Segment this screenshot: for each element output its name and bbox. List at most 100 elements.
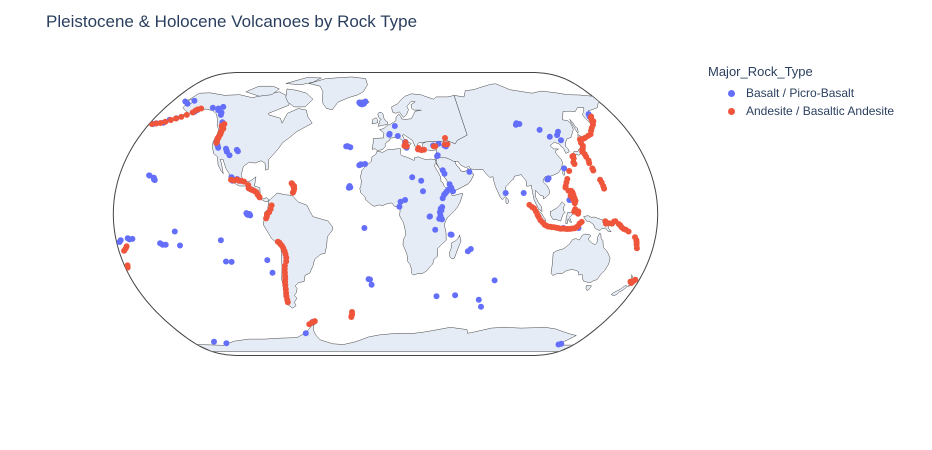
- volcano-marker[interactable]: [171, 228, 178, 235]
- volcano-marker[interactable]: [191, 97, 198, 104]
- volcano-marker[interactable]: [362, 161, 369, 167]
- volcano-marker[interactable]: [478, 303, 484, 310]
- volcano-marker[interactable]: [288, 180, 295, 187]
- volcano-marker[interactable]: [124, 264, 131, 271]
- volcano-marker[interactable]: [391, 123, 398, 129]
- volcano-marker[interactable]: [586, 160, 593, 167]
- volcano-marker[interactable]: [442, 135, 448, 141]
- volcano-marker[interactable]: [223, 145, 229, 152]
- volcano-marker[interactable]: [625, 228, 632, 235]
- volcano-marker[interactable]: [263, 215, 270, 222]
- volcano-marker[interactable]: [367, 276, 373, 283]
- volcano-marker[interactable]: [491, 277, 498, 284]
- volcano-marker[interactable]: [570, 152, 577, 159]
- volcano-marker[interactable]: [590, 118, 597, 125]
- volcano-marker[interactable]: [177, 242, 183, 249]
- volcano-marker[interactable]: [162, 118, 169, 125]
- volcano-marker[interactable]: [396, 203, 403, 210]
- volcano-marker[interactable]: [561, 165, 568, 172]
- volcano-marker[interactable]: [441, 170, 448, 177]
- volcano-marker[interactable]: [467, 246, 474, 252]
- volcano-marker[interactable]: [211, 338, 217, 345]
- volcano-marker[interactable]: [633, 245, 640, 252]
- volcano-marker[interactable]: [356, 162, 363, 169]
- volcano-marker[interactable]: [146, 172, 153, 179]
- volcano-marker[interactable]: [436, 215, 443, 222]
- volcano-marker[interactable]: [632, 276, 639, 283]
- volcano-marker[interactable]: [361, 225, 368, 231]
- legend-item-basalt[interactable]: Basalt / Picro-Basalt: [708, 84, 894, 102]
- volcano-marker[interactable]: [434, 152, 441, 159]
- volcano-marker[interactable]: [627, 278, 634, 285]
- volcano-marker[interactable]: [397, 198, 404, 205]
- volcano-marker[interactable]: [439, 204, 446, 210]
- volcano-marker[interactable]: [215, 105, 222, 112]
- volcano-marker[interactable]: [309, 319, 316, 326]
- volcano-marker[interactable]: [415, 146, 421, 153]
- volcano-marker[interactable]: [173, 115, 179, 122]
- volcano-marker[interactable]: [571, 161, 578, 167]
- volcano-marker[interactable]: [215, 134, 222, 141]
- volcano-marker[interactable]: [256, 194, 263, 201]
- volcano-marker[interactable]: [432, 143, 439, 150]
- volcano-marker[interactable]: [578, 218, 585, 225]
- volcano-marker[interactable]: [447, 231, 454, 238]
- volcano-marker[interactable]: [289, 189, 296, 196]
- volcano-marker[interactable]: [268, 202, 275, 209]
- volcano-marker[interactable]: [243, 210, 250, 217]
- volcano-marker[interactable]: [234, 148, 241, 155]
- volcano-marker[interactable]: [269, 269, 276, 276]
- volcano-marker[interactable]: [241, 178, 248, 185]
- volcano-marker[interactable]: [590, 167, 597, 174]
- volcano-marker[interactable]: [386, 131, 393, 138]
- volcano-marker[interactable]: [555, 128, 561, 135]
- series-andesite[interactable]: [121, 105, 640, 328]
- volcano-marker[interactable]: [348, 312, 355, 319]
- volcano-marker[interactable]: [575, 210, 581, 217]
- volcano-marker[interactable]: [167, 117, 174, 123]
- volcano-marker[interactable]: [588, 113, 595, 120]
- volcano-marker[interactable]: [466, 168, 473, 175]
- volcano-marker[interactable]: [427, 213, 433, 220]
- volcano-markers[interactable]: [116, 97, 640, 348]
- volcano-marker[interactable]: [220, 103, 227, 110]
- volcano-marker[interactable]: [452, 292, 459, 299]
- volcano-marker[interactable]: [536, 126, 543, 133]
- volcano-marker[interactable]: [217, 237, 224, 244]
- volcano-marker[interactable]: [394, 133, 401, 139]
- volcano-marker[interactable]: [555, 341, 562, 348]
- volcano-marker[interactable]: [302, 330, 309, 337]
- volcano-marker[interactable]: [223, 258, 229, 265]
- volcano-marker[interactable]: [558, 137, 564, 144]
- volcano-marker[interactable]: [209, 104, 216, 111]
- volcano-marker[interactable]: [450, 188, 456, 195]
- volcano-marker[interactable]: [421, 146, 427, 153]
- volcano-marker[interactable]: [444, 141, 451, 148]
- volcano-marker[interactable]: [126, 236, 133, 243]
- volcano-marker[interactable]: [409, 174, 416, 181]
- volcano-marker[interactable]: [545, 175, 552, 182]
- volcano-marker[interactable]: [520, 190, 527, 196]
- volcano-marker[interactable]: [228, 258, 235, 265]
- volcano-marker[interactable]: [182, 98, 189, 105]
- volcano-marker[interactable]: [157, 120, 164, 126]
- volcano-marker[interactable]: [432, 226, 439, 233]
- volcano-marker[interactable]: [223, 340, 230, 347]
- volcano-marker[interactable]: [343, 143, 350, 150]
- volcano-marker[interactable]: [123, 243, 130, 250]
- volcano-marker[interactable]: [284, 299, 291, 306]
- volcano-marker[interactable]: [601, 185, 608, 192]
- volcano-marker[interactable]: [402, 139, 409, 146]
- volcano-marker[interactable]: [475, 296, 482, 303]
- volcano-marker[interactable]: [512, 121, 519, 128]
- volcano-marker[interactable]: [359, 101, 365, 108]
- legend-item-andesite[interactable]: Andesite / Basaltic Andesite: [708, 102, 894, 120]
- volcano-marker[interactable]: [157, 240, 164, 247]
- volcano-marker[interactable]: [368, 281, 375, 288]
- volcano-marker[interactable]: [502, 190, 509, 196]
- volcano-marker[interactable]: [347, 184, 354, 191]
- volcano-marker[interactable]: [221, 121, 228, 127]
- volcano-marker[interactable]: [420, 188, 426, 195]
- volcano-marker[interactable]: [567, 192, 574, 199]
